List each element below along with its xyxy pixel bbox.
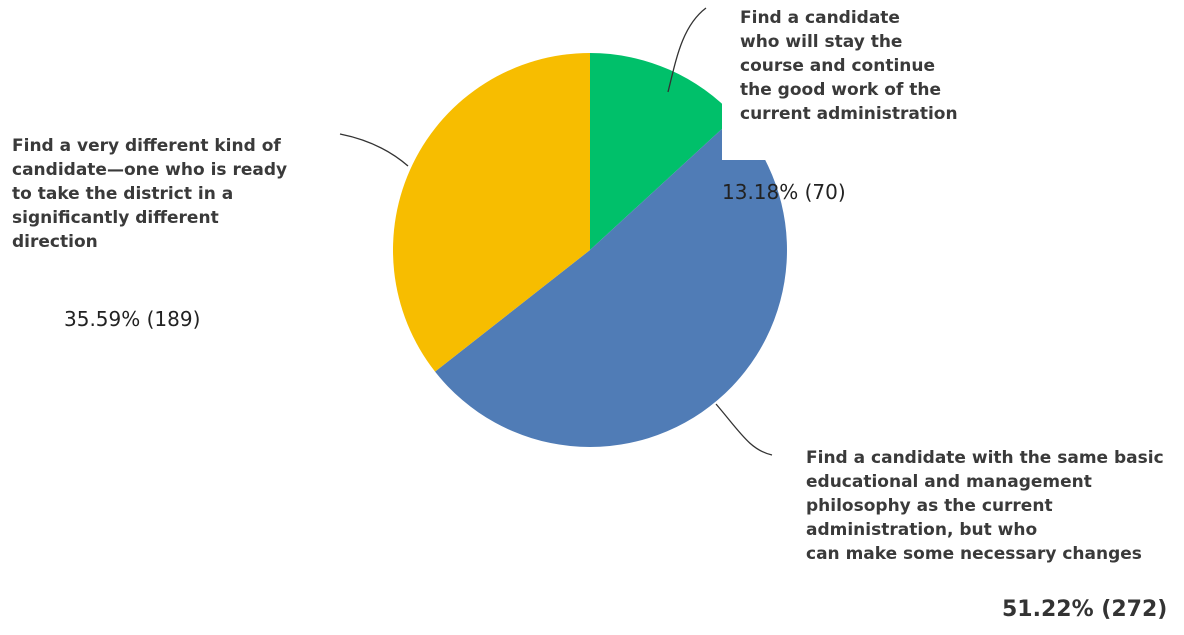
slice-label-very-different: Find a very different kind of candidate—… (12, 136, 288, 252)
slice-value-very-different: 35.59% (189) (64, 307, 201, 331)
slice-label-same-philosophy: Find a candidate with the same basic edu… (806, 448, 1164, 564)
leader-line-stay-the-course (667, 7, 707, 93)
leader-line-very-different (339, 133, 409, 167)
slice-value-stay-the-course: 13.18% (70) (722, 180, 846, 204)
pie-slice-very-different (392, 52, 590, 372)
slice-label-stay-the-course: Find a candidate who will stay the cours… (740, 8, 958, 124)
leader-line-same-philosophy (715, 403, 773, 456)
slice-value-same-philosophy: 51.22% (272) (1002, 597, 1168, 622)
pie-slice-stay-the-course (590, 53, 736, 250)
pie-slice-same-philosophy (435, 116, 787, 447)
label-background (722, 0, 1012, 160)
